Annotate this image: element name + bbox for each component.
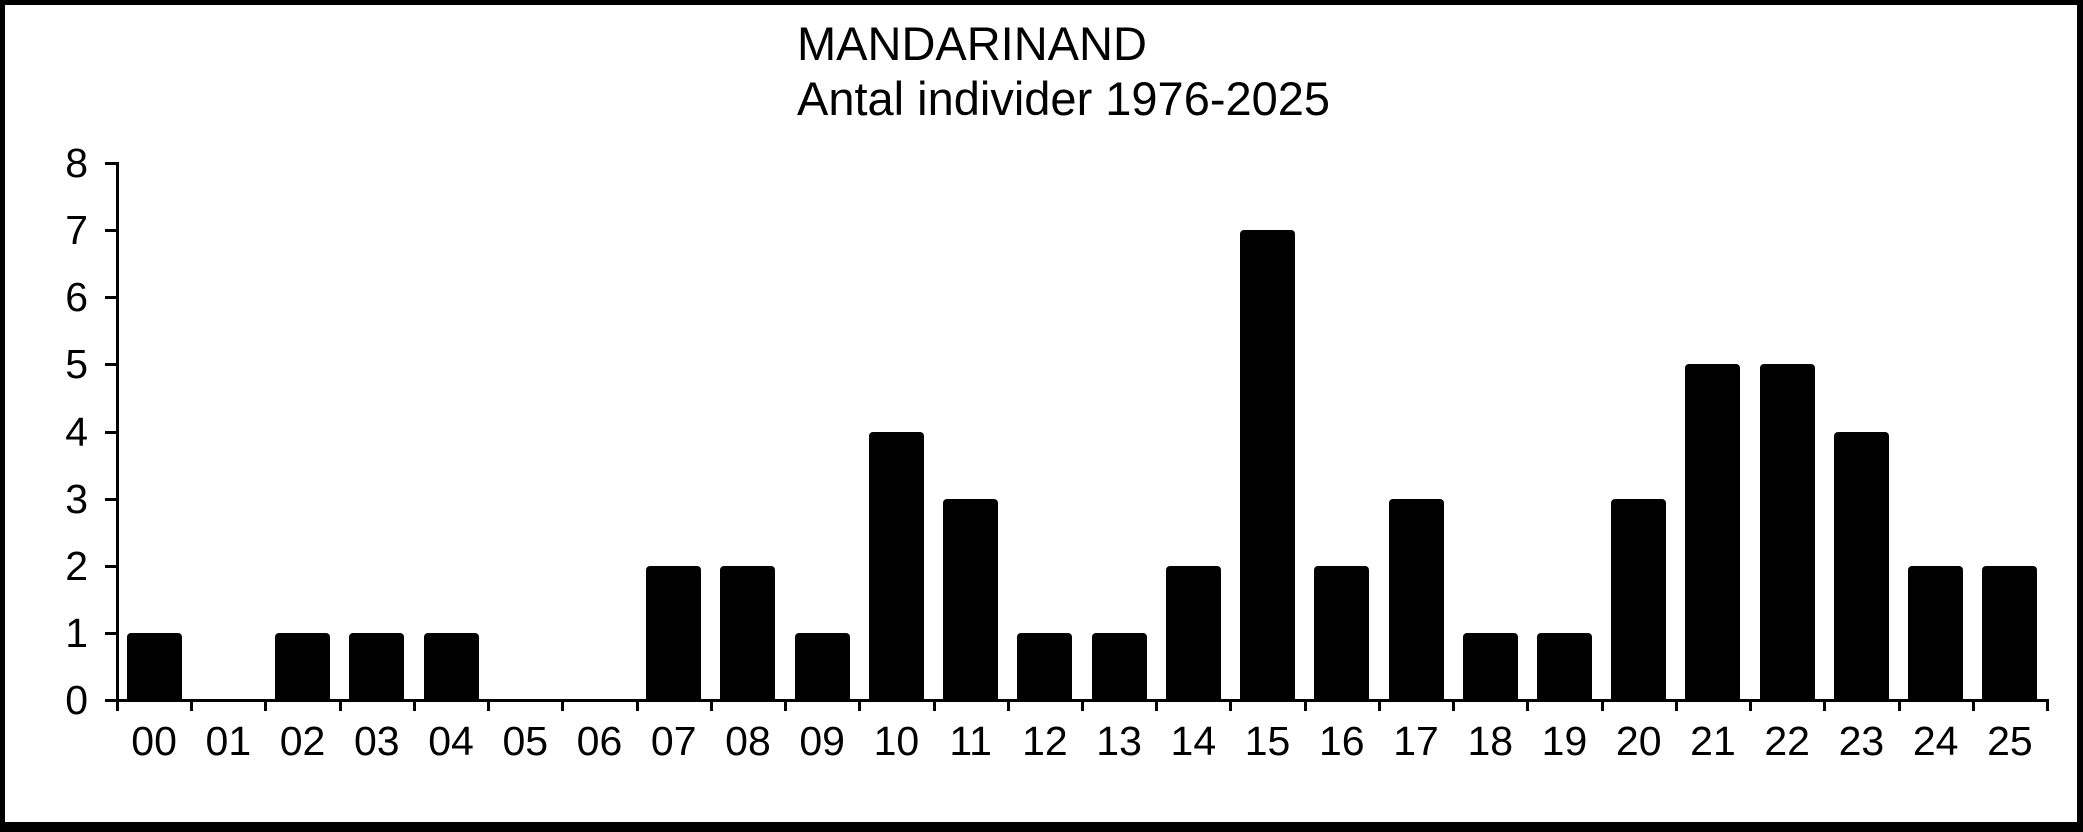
x-axis-label-01: 01 [205,718,252,764]
bar-22 [1759,364,1815,700]
x-axis-label-05: 05 [502,718,549,764]
bar-13 [1091,632,1147,700]
x-axis-tick [190,700,194,711]
x-axis-label-24: 24 [1912,718,1959,764]
x-axis-label-23: 23 [1838,718,1885,764]
y-axis-tick-label: 8 [65,140,88,186]
x-axis-label-21: 21 [1690,718,1736,764]
x-axis-tick [1823,700,1827,711]
x-axis-label-04: 04 [428,718,474,764]
x-axis-label-00: 00 [131,718,177,764]
y-axis-tick-label: 0 [65,677,88,723]
bar-14 [1165,565,1221,700]
y-axis-tick [105,430,117,434]
y-axis-tick-label: 6 [65,274,88,321]
bar-09 [794,632,850,700]
x-axis-tick [1971,700,1975,711]
bar-18 [1462,632,1518,700]
chart-title: MANDARINAND [797,17,1147,70]
x-axis-label-20: 20 [1615,718,1662,764]
x-axis-tick [1600,700,1604,711]
x-axis-label-22: 22 [1764,718,1810,764]
x-axis-label-14: 14 [1170,718,1217,764]
x-axis-tick [858,700,862,711]
x-axis-label-13: 13 [1096,718,1142,764]
y-axis-tick-label: 2 [65,542,88,589]
bar-21 [1685,364,1741,700]
x-axis-tick [1155,700,1159,711]
y-axis-line [116,162,119,702]
y-axis-tick [105,162,117,165]
bar-11 [943,498,999,700]
bar-16 [1314,565,1370,700]
y-axis-tick-label: 1 [65,609,88,656]
x-axis-label-15: 15 [1244,718,1291,764]
x-axis-label-10: 10 [873,718,920,764]
x-axis-tick [1897,700,1901,711]
y-axis-tick [105,296,117,300]
x-axis-tick [1377,700,1381,711]
x-axis-tick [338,700,342,711]
x-axis-label-09: 09 [799,718,845,764]
bar-04 [423,632,479,700]
bar-19 [1537,632,1592,700]
bar-10 [868,431,924,700]
y-axis-tick-label: 3 [65,475,88,522]
x-axis-tick [116,700,119,711]
y-axis-tick-label: 7 [65,207,88,254]
x-axis-tick [1303,700,1307,711]
x-axis-tick [932,700,936,711]
x-axis-tick [1229,700,1233,711]
bar-17 [1388,498,1444,700]
x-axis-line [105,699,2049,702]
bar-25 [1982,565,2038,700]
x-axis-label-12: 12 [1022,718,1068,764]
x-axis-label-06: 06 [576,718,623,764]
x-axis-tick [1081,700,1084,711]
x-axis-tick [264,700,268,711]
bar-03 [349,632,405,700]
y-axis-tick [105,631,117,635]
x-axis-tick [784,700,788,711]
y-axis-tick [105,229,117,233]
x-axis-tick [412,700,416,711]
x-axis-label-02: 02 [279,718,326,764]
x-axis-label-11: 11 [949,718,992,764]
x-axis-tick [1674,700,1678,711]
x-axis-label-08: 08 [725,718,771,764]
x-axis-tick [487,700,491,711]
x-axis-tick [1452,700,1456,711]
x-axis-label-25: 25 [1987,718,2033,764]
bar-08 [720,565,776,700]
bar-02 [275,632,331,700]
x-axis-tick [1006,700,1010,711]
x-axis-tick [561,700,565,711]
x-axis-label-19: 19 [1541,718,1588,764]
x-axis-label-17: 17 [1393,718,1439,764]
bar-23 [1833,431,1889,700]
x-axis-tick [2046,700,2049,711]
bar-12 [1017,632,1073,700]
x-axis-label-18: 18 [1467,718,1514,764]
x-axis-tick [709,700,713,711]
y-axis-tick [105,363,117,367]
x-axis-tick [635,700,639,711]
y-axis-tick [105,564,117,568]
x-axis-label-07: 07 [650,718,697,764]
bar-07 [646,565,702,700]
y-axis-tick [105,497,117,501]
x-axis-tick [1526,700,1530,711]
x-axis-tick [1749,700,1753,711]
bar-00 [126,632,182,700]
chart-title-block: MANDARINAND Antal individer 1976-2025 [797,16,1330,126]
y-axis-tick-label: 5 [65,341,88,388]
x-axis-label-03: 03 [353,718,400,764]
bar-20 [1611,498,1667,700]
y-axis-tick-label: 4 [65,408,88,455]
x-axis-label-16: 16 [1318,718,1365,764]
chart-subtitle: Antal individer 1976-2025 [797,72,1331,125]
bar-15 [1240,230,1296,700]
bar-24 [1908,565,1964,700]
